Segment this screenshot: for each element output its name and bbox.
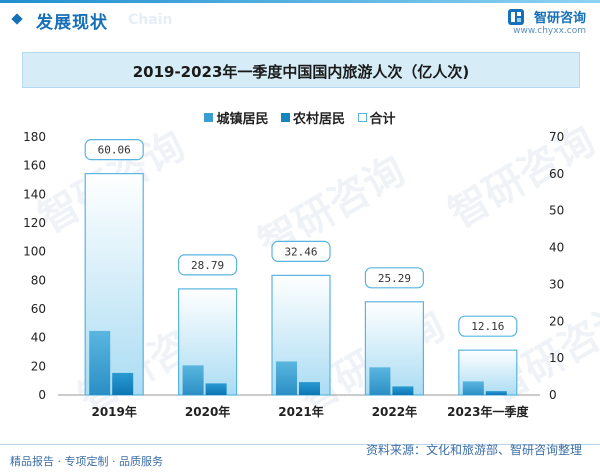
y-left-tick-label: 20 bbox=[31, 359, 46, 373]
total-label-box bbox=[84, 139, 144, 161]
y-right-tick-label: 70 bbox=[549, 130, 564, 144]
x-tick-label: 2019年 bbox=[91, 404, 136, 419]
x-tick-label: 2022年 bbox=[372, 404, 417, 419]
y-left-tick-label: 160 bbox=[23, 159, 46, 173]
legend-item-rural: 农村居民 bbox=[280, 108, 345, 127]
y-left-tick-label: 80 bbox=[31, 273, 46, 287]
legend-swatch-urban bbox=[204, 113, 214, 122]
total-value-label: 25.29 bbox=[378, 272, 411, 285]
footer-slogan: 精品报告 · 专项定制 · 品质服务 bbox=[10, 455, 163, 468]
total-label-box bbox=[178, 254, 238, 276]
brand-url: www.chyxx.com bbox=[513, 26, 586, 36]
bar-rural bbox=[112, 372, 134, 395]
y-left-tick-label: 140 bbox=[23, 187, 46, 201]
total-label-box bbox=[364, 267, 424, 289]
bar-urban bbox=[89, 330, 111, 395]
x-tick-label: 2023年一季度 bbox=[447, 404, 529, 419]
section-title-ghost: Chain bbox=[128, 12, 173, 28]
brand-name: 智研咨询 bbox=[533, 11, 586, 26]
y-left-tick-label: 100 bbox=[23, 245, 46, 259]
brand: 智研咨询 www.chyxx.com bbox=[507, 6, 586, 36]
total-value-label: 12.16 bbox=[471, 320, 504, 333]
legend-item-total: 合计 bbox=[357, 108, 396, 127]
footer-divider bbox=[0, 444, 600, 445]
bar-urban bbox=[276, 361, 297, 395]
bar-urban bbox=[369, 367, 391, 395]
brand-logo-icon bbox=[507, 8, 524, 25]
y-right-tick-label: 30 bbox=[549, 277, 564, 291]
total-label-box bbox=[271, 240, 331, 262]
header-accent-bar bbox=[0, 0, 600, 3]
bar-urban bbox=[182, 365, 204, 395]
y-right-tick-label: 20 bbox=[549, 314, 564, 328]
footer-source: 资料来源：文化和旅游部、智研咨询整理 bbox=[365, 443, 582, 457]
y-left-tick-label: 0 bbox=[38, 388, 46, 402]
x-tick-label: 2020年 bbox=[185, 404, 230, 419]
y-left-tick-label: 40 bbox=[31, 331, 46, 345]
y-right-tick-label: 0 bbox=[549, 388, 557, 402]
total-label-box bbox=[458, 315, 518, 337]
legend-label-urban: 城镇居民 bbox=[216, 112, 269, 127]
bar-rural bbox=[299, 382, 320, 395]
x-tick-label: 2021年 bbox=[278, 404, 323, 419]
legend-label-total: 合计 bbox=[369, 112, 396, 127]
section-title: 发展现状 bbox=[36, 13, 108, 33]
legend-label-rural: 农村居民 bbox=[292, 112, 345, 127]
y-left-tick-label: 180 bbox=[23, 130, 46, 144]
legend-swatch-total bbox=[357, 113, 367, 122]
legend-item-urban: 城镇居民 bbox=[204, 108, 268, 127]
y-right-tick-label: 60 bbox=[549, 167, 564, 181]
total-value-label: 60.06 bbox=[98, 144, 131, 157]
chart-title: 2019-2023年一季度中国国内旅游人次（亿人次) bbox=[132, 63, 470, 81]
y-right-tick-label: 10 bbox=[549, 351, 564, 365]
y-left-tick-label: 120 bbox=[23, 216, 46, 230]
diamond-icon bbox=[11, 13, 23, 25]
y-right-tick-label: 50 bbox=[549, 204, 564, 218]
chart-legend: 城镇居民 农村居民 合计 bbox=[0, 108, 600, 127]
y-left-tick-label: 60 bbox=[31, 302, 46, 316]
page-header: Chain 发展现状 智研咨询 www.chyxx.com bbox=[0, 0, 600, 40]
legend-swatch-rural bbox=[280, 113, 290, 122]
bar-rural bbox=[485, 391, 507, 395]
y-right-tick-label: 40 bbox=[549, 241, 564, 255]
bar-rural bbox=[205, 383, 227, 395]
total-value-label: 28.79 bbox=[191, 259, 224, 272]
bar-urban bbox=[462, 381, 484, 395]
bar-rural bbox=[392, 386, 414, 395]
total-value-label: 32.46 bbox=[284, 245, 317, 258]
chart-title-box: 2019-2023年一季度中国国内旅游人次（亿人次) bbox=[22, 52, 580, 88]
